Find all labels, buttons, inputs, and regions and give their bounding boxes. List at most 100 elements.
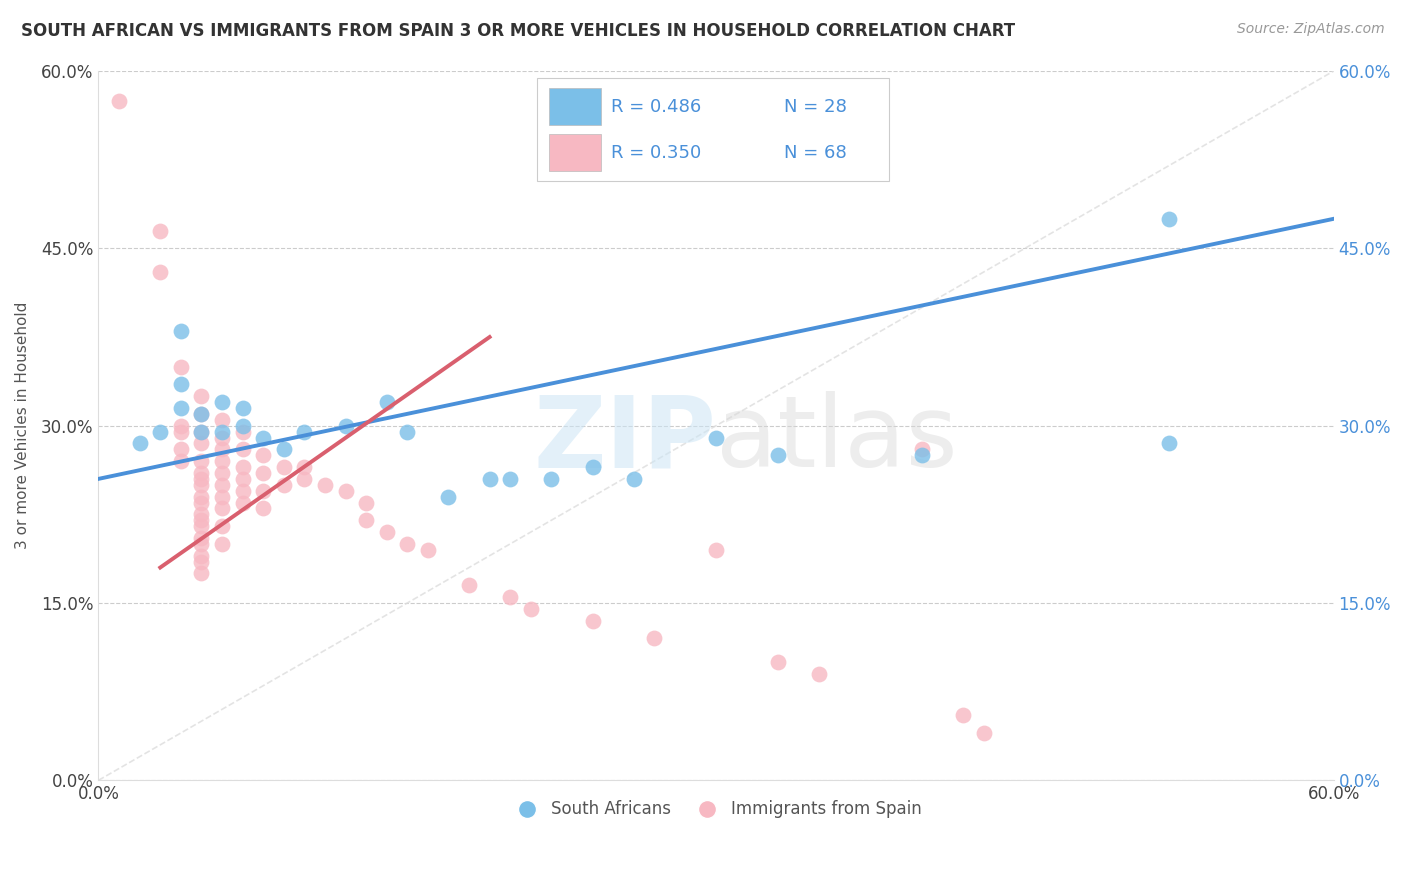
Text: N = 28: N = 28	[785, 97, 846, 116]
Point	[581, 460, 603, 475]
Point	[911, 442, 934, 457]
Point	[170, 425, 193, 439]
Point	[170, 442, 193, 457]
Point	[190, 436, 212, 450]
Point	[190, 495, 212, 509]
Point	[540, 472, 562, 486]
Point	[335, 483, 357, 498]
Point	[292, 425, 315, 439]
Point	[232, 495, 254, 509]
Point	[190, 555, 212, 569]
Point	[354, 513, 377, 527]
Point	[314, 477, 336, 491]
Point	[149, 265, 172, 279]
Point	[170, 377, 193, 392]
Point	[211, 466, 233, 480]
FancyBboxPatch shape	[550, 134, 602, 171]
Point	[416, 542, 439, 557]
Point	[1157, 211, 1180, 226]
Point	[149, 224, 172, 238]
Legend: South Africans, Immigrants from Spain: South Africans, Immigrants from Spain	[503, 794, 928, 825]
Point	[190, 519, 212, 533]
Point	[170, 401, 193, 415]
Point	[190, 508, 212, 522]
Point	[211, 501, 233, 516]
Point	[273, 477, 295, 491]
Point	[292, 472, 315, 486]
Point	[170, 359, 193, 374]
Text: R = 0.350: R = 0.350	[612, 144, 702, 161]
Point	[499, 472, 522, 486]
Point	[952, 708, 974, 723]
Point	[170, 454, 193, 468]
Point	[623, 472, 645, 486]
Point	[211, 442, 233, 457]
Point	[232, 460, 254, 475]
Point	[396, 425, 419, 439]
Point	[704, 430, 727, 444]
Text: Source: ZipAtlas.com: Source: ZipAtlas.com	[1237, 22, 1385, 37]
Point	[190, 513, 212, 527]
Point	[252, 483, 274, 498]
Point	[128, 436, 150, 450]
Point	[335, 418, 357, 433]
Point	[190, 407, 212, 421]
Point	[478, 472, 501, 486]
Point	[458, 578, 481, 592]
Point	[211, 519, 233, 533]
Point	[232, 401, 254, 415]
Point	[520, 602, 543, 616]
Point	[232, 472, 254, 486]
Point	[581, 614, 603, 628]
Point	[211, 395, 233, 409]
Point	[232, 418, 254, 433]
Point	[911, 448, 934, 462]
Point	[211, 477, 233, 491]
Point	[190, 407, 212, 421]
Point	[807, 667, 830, 681]
Point	[232, 483, 254, 498]
Text: ZIP: ZIP	[533, 392, 716, 488]
Point	[190, 466, 212, 480]
Point	[273, 442, 295, 457]
Text: SOUTH AFRICAN VS IMMIGRANTS FROM SPAIN 3 OR MORE VEHICLES IN HOUSEHOLD CORRELATI: SOUTH AFRICAN VS IMMIGRANTS FROM SPAIN 3…	[21, 22, 1015, 40]
Text: N = 68: N = 68	[785, 144, 846, 161]
Point	[211, 537, 233, 551]
Point	[292, 460, 315, 475]
Point	[1157, 436, 1180, 450]
Point	[190, 425, 212, 439]
Point	[396, 537, 419, 551]
Point	[973, 726, 995, 740]
Point	[232, 425, 254, 439]
Point	[252, 448, 274, 462]
Point	[643, 632, 665, 646]
Point	[190, 454, 212, 468]
Point	[273, 460, 295, 475]
Point	[354, 495, 377, 509]
Point	[108, 94, 131, 108]
Text: atlas: atlas	[716, 392, 957, 488]
Point	[252, 501, 274, 516]
Point	[232, 442, 254, 457]
Point	[190, 477, 212, 491]
Point	[437, 490, 460, 504]
Point	[190, 490, 212, 504]
Point	[190, 389, 212, 403]
Text: R = 0.486: R = 0.486	[612, 97, 702, 116]
Point	[211, 490, 233, 504]
Point	[704, 542, 727, 557]
Point	[211, 425, 233, 439]
Point	[190, 566, 212, 581]
Point	[375, 395, 398, 409]
Point	[252, 430, 274, 444]
FancyBboxPatch shape	[537, 78, 889, 181]
Y-axis label: 3 or more Vehicles in Household: 3 or more Vehicles in Household	[15, 302, 30, 549]
Point	[211, 454, 233, 468]
Point	[375, 524, 398, 539]
Point	[149, 425, 172, 439]
Point	[190, 549, 212, 563]
Point	[190, 537, 212, 551]
Point	[170, 418, 193, 433]
FancyBboxPatch shape	[550, 88, 602, 125]
Point	[211, 430, 233, 444]
